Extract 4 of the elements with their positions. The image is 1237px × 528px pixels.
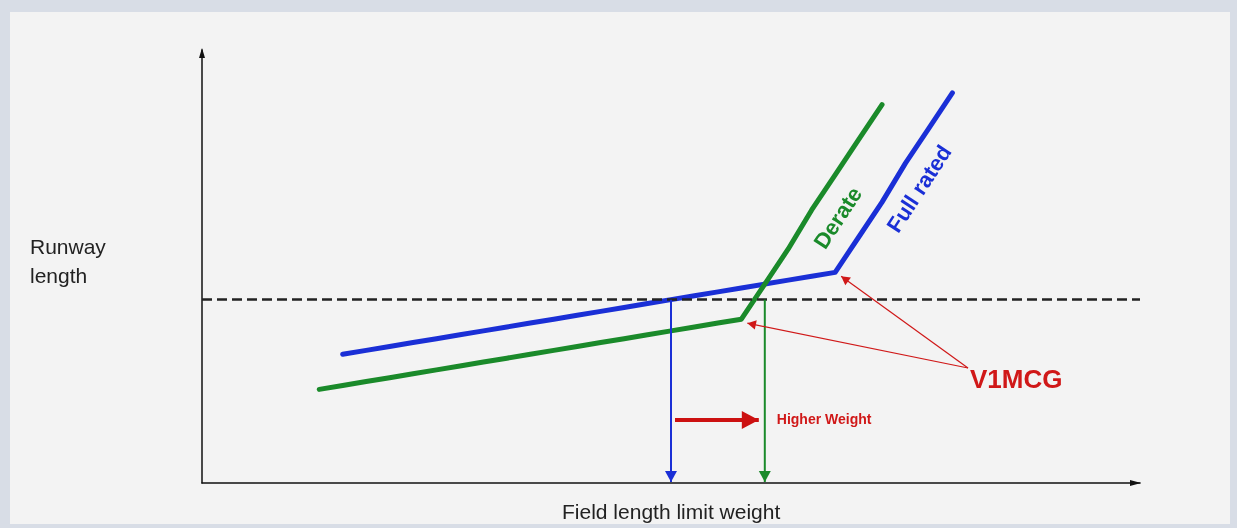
- annotation: V1MCG: [970, 364, 1063, 395]
- x-axis-title: Field length limit weight: [562, 500, 781, 524]
- y-axis-title: Runway length: [30, 234, 107, 289]
- annotation: Higher Weight: [776, 411, 872, 427]
